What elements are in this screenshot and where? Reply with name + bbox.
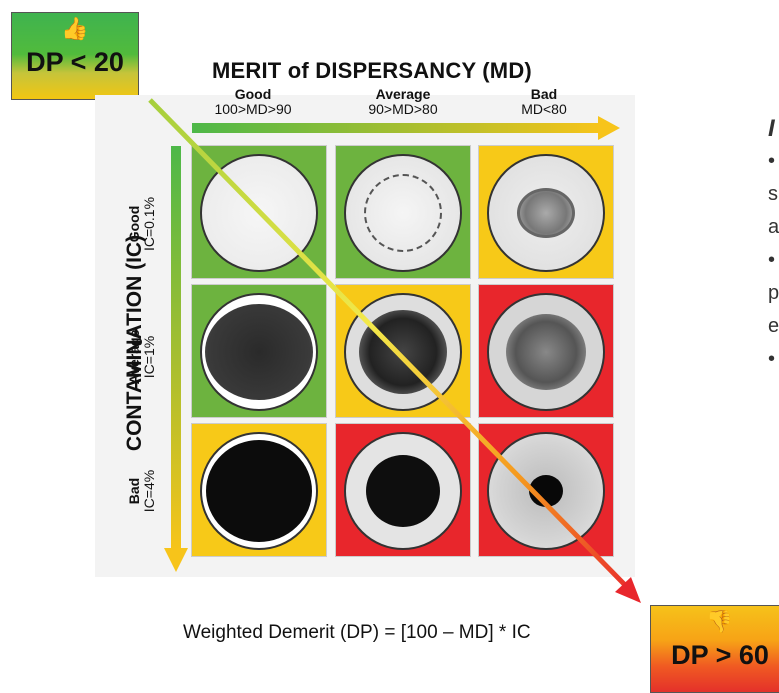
test-dish [200,432,318,550]
dp-good-badge: 👍 DP < 20 [11,12,139,100]
side-fragment: s [768,183,778,205]
grid-cell-good-average [335,145,471,279]
test-dish [344,432,462,550]
column-label-good: Good 100>MD>90 [188,87,318,117]
column-range: 90>MD>80 [368,101,438,117]
dp-good-label: DP < 20 [26,47,124,77]
formula-text: Weighted Demerit (DP) = [100 – MD] * IC [183,622,531,643]
thumbs-up-icon: 👍 [61,17,89,42]
side-fragment: • [768,348,776,370]
column-label-bad: Bad MD<80 [479,87,609,117]
test-dish [344,293,462,411]
column-range: 100>MD>90 [214,101,292,117]
test-dish [487,432,605,550]
dp-bad-label: DP > 60 [671,640,769,670]
thumbs-down-icon: 👎 [706,610,734,635]
column-label-average: Average 90>MD>80 [338,87,468,117]
test-dish [344,154,462,272]
vertical-axis-arrow [164,146,188,572]
grid-cell-bad-good [191,423,327,557]
chart-title: MERIT of DISPERSANCY (MD) [212,58,532,83]
side-fragment: e [768,315,779,337]
horizontal-axis-arrow [192,116,620,140]
dp-bad-badge: 👎 DP > 60 [650,605,779,693]
grid-cell-bad-bad [478,423,614,557]
grid-cell-average-bad [478,284,614,418]
column-name: Bad [530,86,558,102]
grid-cell-bad-average [335,423,471,557]
side-fragment: • [768,249,776,271]
side-fragment: p [768,282,779,304]
test-dish [200,293,318,411]
side-text-fragments: I • s a • p e • [768,112,779,376]
column-name: Average [375,86,431,102]
side-fragment: a [768,216,779,238]
test-dish [487,293,605,411]
side-fragment: • [768,150,776,172]
test-dish [487,154,605,272]
grid-cell-good-bad [478,145,614,279]
column-range: MD<80 [521,101,567,117]
side-fragment: I [768,115,775,142]
grid-cell-average-average [335,284,471,418]
column-name: Good [234,86,272,102]
grid-cell-average-good [191,284,327,418]
